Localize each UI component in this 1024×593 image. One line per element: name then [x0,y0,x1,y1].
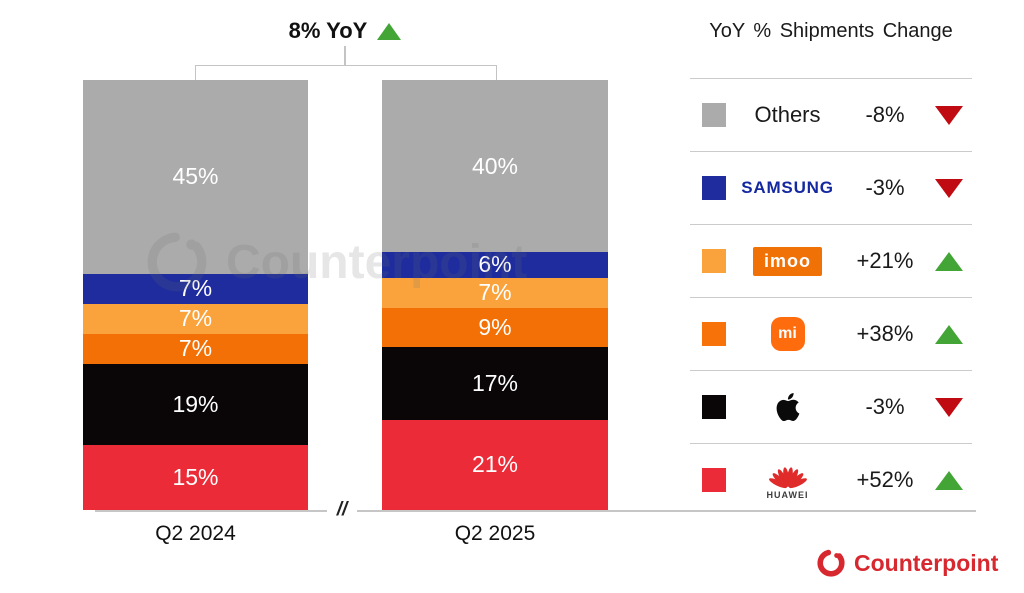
segment-value-label: 19% [172,391,219,418]
counterpoint-brand: Counterpoint [816,548,998,578]
others-trend-icon [934,105,963,125]
segment-value-label: 7% [178,305,213,332]
comparison-bracket-line [195,65,497,81]
axis-break-mark: // [336,499,348,520]
segment-value-label: 7% [478,279,512,306]
imoo-change-value: +21% [856,248,914,273]
yoy-growth-label: 8% YoY [288,18,368,43]
bar-segment-apple: 19% [83,363,308,446]
segment-value-label: 6% [478,251,512,278]
others-change-value: -8% [865,102,905,127]
huawei-wordmark: HUAWEI [766,489,809,500]
bar-segment-others: 45% [83,80,308,274]
legend-panel: Others -8% SAMSUNG -3% imoo +21% mi +38% [690,78,972,516]
bracket-stem-line [344,46,346,65]
bar-segment-imoo: 7% [382,277,608,308]
segment-value-label: 40% [471,152,519,179]
segment-value-label: 9% [478,313,512,340]
segment-value-label: 17% [471,369,519,396]
xiaomi-change-value: +38% [856,321,914,346]
xiaomi-mi-logo: mi [770,317,805,351]
apple-swatch [702,395,726,419]
huawei-trend-icon [934,470,963,490]
samsung-logo: SAMSUNG [741,178,834,197]
segment-value-label: 7% [178,275,213,302]
huawei-change-value: +52% [856,467,914,492]
imoo-swatch [702,249,726,273]
imoo-logo: imoo [753,246,822,276]
bar-segment-xiaomi: 9% [382,307,608,347]
legend-row-huawei: HUAWEI +52% [690,443,972,516]
segment-value-label: 21% [471,451,519,478]
x-label-q2-2025: Q2 2025 [454,522,536,545]
counterpoint-logo-text: Counterpoint [854,549,999,576]
huawei-swatch [702,468,726,492]
segment-value-label: 15% [172,464,219,491]
others-swatch [702,103,726,127]
xiaomi-swatch [702,322,726,346]
legend-row-imoo: imoo +21% [690,224,972,297]
bar-segment-samsung: 6% [382,252,608,278]
apple-change-value: -3% [865,394,905,419]
bar-segment-samsung: 7% [83,273,308,304]
segment-value-label: 45% [172,163,219,190]
apple-logo-icon [776,393,799,422]
apple-trend-icon [934,397,963,417]
stacked-bar-q2-2024: 45% 7% 7% 7% 19% 15% [83,80,308,510]
legend-header: YoY % Shipments Change [709,20,953,42]
bar-segment-imoo: 7% [83,303,308,334]
xiaomi-trend-icon [934,324,963,344]
x-axis-line-left [95,510,327,512]
bar-segment-huawei: 21% [382,419,608,510]
legend-row-others: Others -8% [690,78,972,151]
samsung-swatch [702,176,726,200]
legend-row-apple: -3% [690,370,972,443]
bar-segment-xiaomi: 7% [83,333,308,364]
counterpoint-logo-icon [817,549,845,577]
stacked-bar-q2-2025: 40% 6% 7% 9% 17% 21% [382,80,608,510]
samsung-change-value: -3% [865,175,905,200]
samsung-trend-icon [934,178,963,198]
growth-up-triangle-icon [377,22,402,40]
x-axis-line-right [357,510,976,512]
bar-segment-apple: 17% [382,346,608,420]
x-label-q2-2024: Q2 2024 [155,522,236,545]
bar-segment-others: 40% [382,80,608,252]
bar-segment-huawei: 15% [83,445,308,510]
imoo-trend-icon [934,251,963,271]
segment-value-label: 7% [178,335,213,362]
others-label: Others [754,102,821,127]
huawei-petals-icon [768,466,807,488]
legend-row-samsung: SAMSUNG -3% [690,151,972,224]
legend-row-xiaomi: mi +38% [690,297,972,370]
chart-title: 8% YoY [195,16,495,46]
